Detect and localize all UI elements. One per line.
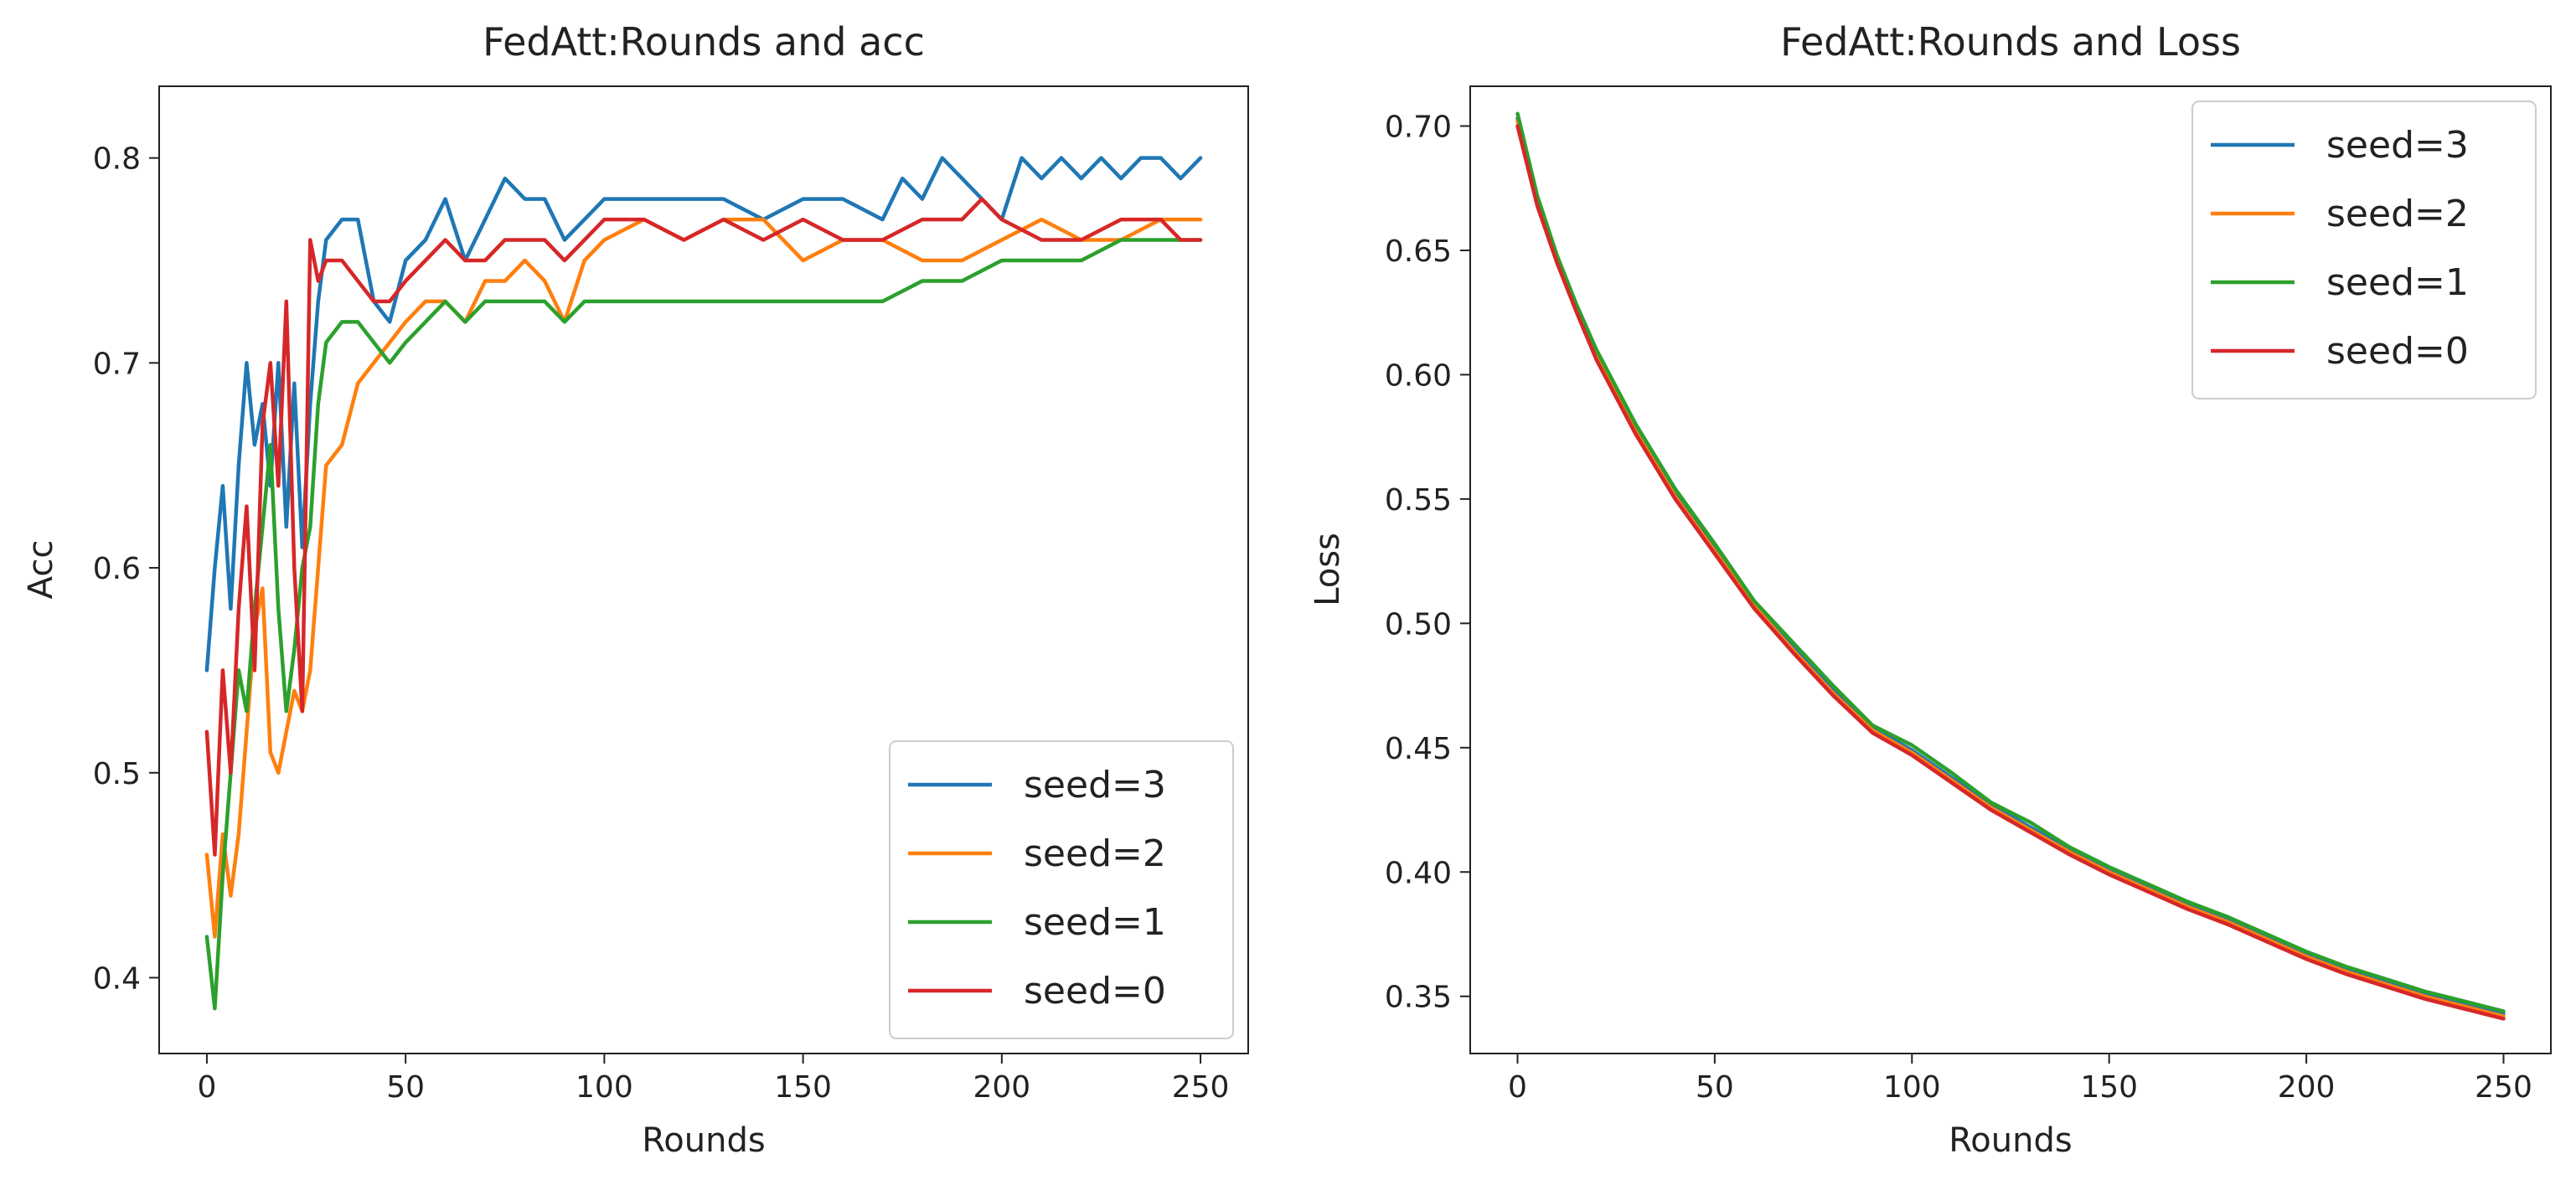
loss-y-tick-label: 0.35 (1385, 981, 1452, 1015)
loss-x-tick-label: 150 (2080, 1070, 2138, 1105)
loss-chart-title: FedAtt:Rounds and Loss (1780, 19, 2241, 64)
loss-legend-box (2191, 100, 2537, 399)
loss-chart-xlabel: Rounds (1949, 1121, 2072, 1160)
loss-plot-frame (1469, 85, 2552, 1054)
loss-x-tick-label: 100 (1883, 1070, 1941, 1105)
loss-legend-label-seed-2: seed=2 (2326, 193, 2469, 235)
loss-chart: FedAtt:Rounds and Loss Rounds Loss 0 50 10… (1309, 19, 2552, 1160)
loss-legend-label-seed-3: seed=3 (2326, 124, 2469, 167)
loss-y-tick-label: 0.50 (1385, 607, 1452, 641)
acc-y-tick-label: 0.6 (93, 552, 141, 586)
loss-x-tick-label: 200 (2278, 1070, 2336, 1105)
acc-x-tick-label: 250 (1172, 1070, 1230, 1105)
acc-x-tick-label: 100 (576, 1070, 633, 1105)
acc-y-tick-label: 0.7 (93, 347, 141, 381)
acc-x-tick-label: 200 (973, 1070, 1030, 1105)
acc-legend-label-seed-2: seed=2 (1024, 832, 1166, 875)
acc-chart-xlabel: Rounds (642, 1121, 765, 1160)
acc-y-tick-label: 0.4 (93, 961, 141, 996)
loss-y-tick-label: 0.60 (1385, 358, 1452, 393)
loss-legend: seed=3 seed=2 seed=1 seed=0 (2191, 100, 2537, 399)
acc-chart-title: FedAtt:Rounds and acc (483, 19, 925, 64)
acc-series-line-seed-3 (204, 156, 1203, 672)
acc-chart: FedAtt:Rounds and acc Rounds Acc 0 50 100 1… (22, 19, 1249, 1160)
loss-legend-label-seed-1: seed=1 (2326, 261, 2469, 304)
loss-series-line-seed-1 (1515, 111, 2506, 1013)
loss-y-tick-label: 0.55 (1385, 483, 1452, 518)
acc-x-tick-label: 0 (197, 1070, 216, 1105)
acc-legend-label-seed-3: seed=3 (1024, 764, 1166, 806)
acc-series-line-seed-0 (204, 197, 1203, 857)
acc-legend-label-seed-0: seed=0 (1024, 970, 1166, 1012)
loss-y-tick-label: 0.40 (1385, 856, 1452, 890)
loss-x-tick-label: 0 (1508, 1070, 1527, 1105)
loss-legend-label-seed-0: seed=0 (2326, 330, 2469, 373)
loss-y-tick-label: 0.45 (1385, 732, 1452, 766)
acc-plot-frame (158, 85, 1249, 1054)
loss-x-tick-label: 50 (1696, 1070, 1734, 1105)
loss-y-tick-label: 0.70 (1385, 111, 1452, 145)
loss-chart-ylabel: Loss (1309, 533, 1347, 606)
loss-series-line-seed-0 (1515, 124, 2506, 1021)
acc-series-line-seed-1 (204, 238, 1203, 1011)
acc-y-tick-label: 0.8 (93, 142, 141, 177)
acc-legend-label-seed-1: seed=1 (1024, 901, 1166, 944)
acc-chart-ylabel: Acc (22, 540, 60, 600)
acc-legend: seed=3 seed=2 seed=1 seed=0 (889, 740, 1234, 1039)
acc-x-tick-label: 50 (386, 1070, 425, 1105)
loss-y-tick-label: 0.65 (1385, 234, 1452, 269)
acc-y-tick-label: 0.5 (93, 757, 141, 791)
loss-x-tick-label: 250 (2475, 1070, 2532, 1105)
acc-x-tick-label: 150 (774, 1070, 832, 1105)
acc-legend-box (889, 740, 1234, 1039)
